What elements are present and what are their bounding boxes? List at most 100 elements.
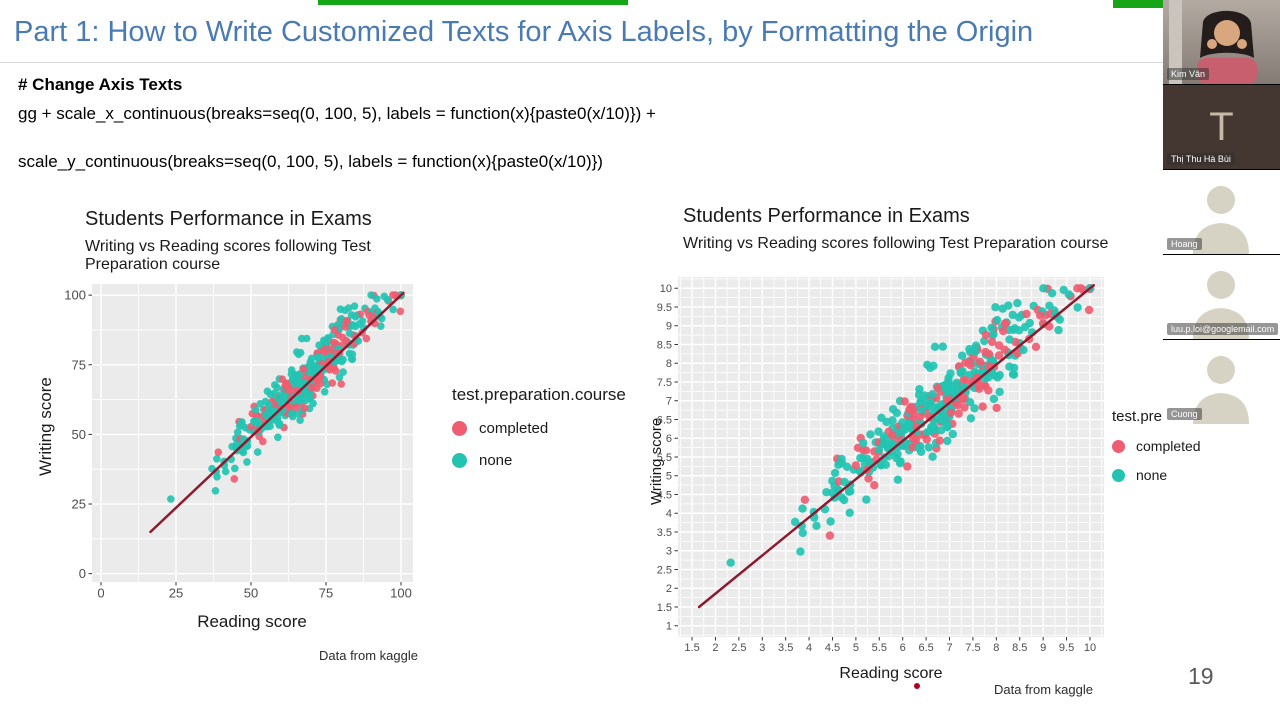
chart-title: Students Performance in Exams	[683, 205, 970, 227]
svg-text:8.5: 8.5	[1012, 642, 1027, 654]
chart-subtitle: Writing vs Reading scores following Test…	[85, 238, 371, 273]
code-heading: # Change Axis Texts	[18, 75, 183, 94]
svg-text:100: 100	[64, 288, 86, 303]
participant-tile-luu-p-loi[interactable]: luu.p.loi@googlemail.com	[1163, 254, 1280, 339]
svg-text:1.5: 1.5	[684, 642, 699, 654]
chart-caption: Data from kaggle	[319, 648, 418, 663]
participant-name: Thị Thu Hà Bùi	[1167, 153, 1235, 165]
code-line-1: gg + scale_x_continuous(breaks=seq(0, 10…	[18, 104, 656, 124]
legend-item-completed: completed	[452, 420, 652, 437]
svg-text:2.5: 2.5	[731, 642, 746, 654]
svg-text:6.5: 6.5	[657, 414, 672, 426]
slide-page-number: 19	[1188, 663, 1214, 689]
svg-text:6: 6	[900, 642, 906, 654]
legend-original: test.preparation.course completed none	[452, 385, 652, 469]
svg-text:3.5: 3.5	[657, 527, 672, 539]
svg-text:3: 3	[759, 642, 765, 654]
completed-swatch-icon	[1112, 439, 1125, 453]
legend-item-label: completed	[479, 420, 549, 437]
svg-text:8.5: 8.5	[657, 339, 672, 351]
participants-sidebar: Kim Vân T Thị Thu Hà Bùi Hoang luu.p.loi…	[1163, 0, 1280, 424]
top-accent-bar	[318, 0, 628, 5]
legend-item-none: none	[452, 452, 652, 469]
svg-text:9.5: 9.5	[657, 302, 672, 314]
svg-text:3.5: 3.5	[778, 642, 793, 654]
chart-formatted: Students Performance in Exams Writing vs…	[618, 205, 1118, 720]
svg-text:5: 5	[666, 471, 672, 483]
participant-tile-cuong[interactable]: Cuong	[1163, 339, 1280, 424]
slide-title: Part 1: How to Write Customized Texts fo…	[14, 16, 1034, 48]
person-silhouette-icon	[1193, 186, 1249, 254]
scatter-plot-original: 0 25 50 75 100 0 25 50 75 100	[64, 284, 413, 601]
svg-text:6.5: 6.5	[918, 642, 933, 654]
svg-text:7: 7	[666, 396, 672, 408]
svg-text:7: 7	[946, 642, 952, 654]
svg-text:5.5: 5.5	[872, 642, 887, 654]
svg-text:3: 3	[666, 546, 672, 558]
x-axis-label: Reading score	[839, 665, 943, 682]
svg-text:9: 9	[666, 321, 672, 333]
svg-text:7.5: 7.5	[965, 642, 980, 654]
x-axis-label: Reading score	[197, 612, 307, 631]
svg-text:1: 1	[666, 621, 672, 633]
legend-item-label: none	[479, 452, 513, 469]
chart-caption: Data from kaggle	[994, 682, 1093, 697]
legend-item-label: completed	[1136, 438, 1201, 454]
y-axis-label: Writing score	[648, 417, 665, 505]
svg-text:8: 8	[666, 358, 672, 370]
svg-text:0: 0	[79, 566, 86, 581]
svg-text:50: 50	[244, 586, 258, 601]
svg-text:2: 2	[712, 642, 718, 654]
svg-text:7.5: 7.5	[657, 377, 672, 389]
svg-text:8: 8	[993, 642, 999, 654]
participant-name: Cuong	[1167, 408, 1202, 420]
chart-original: Students Performance in Exams Writing vs…	[20, 208, 440, 678]
svg-text:4.5: 4.5	[825, 642, 840, 654]
participant-name: Hoang	[1167, 238, 1202, 250]
svg-text:25: 25	[169, 586, 183, 601]
svg-text:100: 100	[390, 586, 412, 601]
svg-text:10: 10	[1084, 642, 1096, 654]
code-line-2: scale_y_continuous(breaks=seq(0, 100, 5)…	[18, 151, 603, 171]
svg-text:9: 9	[1040, 642, 1046, 654]
avatar-initial: T	[1209, 105, 1234, 149]
participant-tile-kim-van[interactable]: Kim Vân	[1163, 0, 1280, 84]
participant-tile-hoang[interactable]: Hoang	[1163, 169, 1280, 254]
none-swatch-icon	[452, 453, 467, 468]
legend-item-label: none	[1136, 467, 1168, 483]
person-silhouette-icon	[1193, 356, 1249, 424]
svg-text:25: 25	[72, 497, 86, 512]
title-divider	[0, 62, 1163, 63]
svg-text:5.5: 5.5	[657, 452, 672, 464]
chart-title: Students Performance in Exams	[85, 208, 372, 230]
participant-name: luu.p.loi@googlemail.com	[1167, 323, 1279, 335]
svg-text:4: 4	[806, 642, 812, 654]
legend-title: test.preparation.course	[452, 385, 626, 404]
svg-text:50: 50	[72, 427, 86, 442]
svg-text:10: 10	[660, 283, 672, 295]
svg-text:4.5: 4.5	[657, 489, 672, 501]
legend-item-none: none	[1112, 467, 1277, 483]
chart-subtitle: Writing vs Reading scores following Test…	[683, 235, 1109, 252]
svg-text:9.5: 9.5	[1059, 642, 1074, 654]
completed-swatch-icon	[452, 421, 467, 436]
svg-text:5: 5	[853, 642, 859, 654]
svg-text:1.5: 1.5	[657, 602, 672, 614]
y-axis-label: Writing score	[36, 377, 55, 476]
svg-text:6: 6	[666, 433, 672, 445]
participant-name: Kim Vân	[1167, 68, 1210, 80]
legend-item-completed: completed	[1112, 438, 1277, 454]
code-block: # Change Axis Texts gg + scale_x_continu…	[18, 74, 1118, 198]
svg-text:75: 75	[319, 586, 333, 601]
scatter-plot-formatted: 1.5 2 2.5 3 3.5 4 4.5 5 5.5 6 6.5 7 7.5 8 8.5 9 9.5 10 1 1.…	[657, 277, 1104, 654]
svg-text:75: 75	[72, 357, 86, 372]
svg-text:2.5: 2.5	[657, 564, 672, 576]
svg-text:2: 2	[666, 583, 672, 595]
stray-bullet-dot	[914, 683, 920, 689]
svg-text:0: 0	[97, 586, 104, 601]
svg-text:4: 4	[666, 508, 672, 520]
participant-tile-thi-thu-ha-bui[interactable]: T Thị Thu Hà Bùi	[1163, 84, 1280, 169]
none-swatch-icon	[1112, 468, 1125, 482]
top-accent-bar-right	[1113, 0, 1168, 8]
